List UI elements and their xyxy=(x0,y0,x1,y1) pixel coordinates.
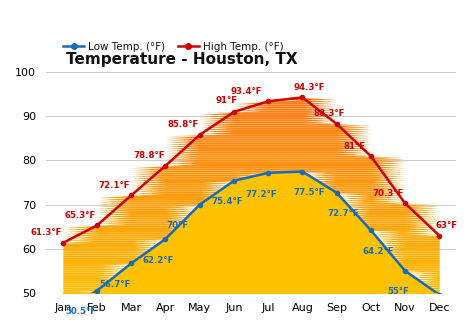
Text: 75.4°F: 75.4°F xyxy=(211,198,243,207)
Text: 61.3°F: 61.3°F xyxy=(30,228,62,237)
Text: 70.3°F: 70.3°F xyxy=(373,189,404,198)
Text: 49.6°F: 49.6°F xyxy=(0,330,1,331)
Text: Temperature - Houston, TX: Temperature - Houston, TX xyxy=(66,52,298,67)
Text: 72.1°F: 72.1°F xyxy=(99,181,130,190)
Text: 70°F: 70°F xyxy=(166,221,189,230)
Text: 81°F: 81°F xyxy=(343,142,365,151)
Text: 85.8°F: 85.8°F xyxy=(167,120,199,129)
Text: 77.5°F: 77.5°F xyxy=(293,188,325,197)
Text: 63°F: 63°F xyxy=(435,221,457,230)
Text: 56.7°F: 56.7°F xyxy=(99,280,130,289)
Text: 93.4°F: 93.4°F xyxy=(230,87,262,96)
Text: 64.2°F: 64.2°F xyxy=(362,247,393,256)
Text: 62.2°F: 62.2°F xyxy=(143,256,174,265)
Text: 55°F: 55°F xyxy=(387,288,409,297)
Text: 78.8°F: 78.8°F xyxy=(133,151,164,160)
Legend: Low Temp. (°F), High Temp. (°F): Low Temp. (°F), High Temp. (°F) xyxy=(59,38,288,56)
Text: 65.3°F: 65.3°F xyxy=(65,211,96,220)
Text: 50.5°F: 50.5°F xyxy=(65,307,96,316)
Text: 91°F: 91°F xyxy=(216,96,238,105)
Text: 46°F: 46°F xyxy=(0,330,1,331)
Text: 72.7°F: 72.7°F xyxy=(328,210,359,218)
Text: 77.2°F: 77.2°F xyxy=(246,190,277,199)
Text: 88.3°F: 88.3°F xyxy=(314,109,346,118)
Text: 94.3°F: 94.3°F xyxy=(293,83,325,92)
